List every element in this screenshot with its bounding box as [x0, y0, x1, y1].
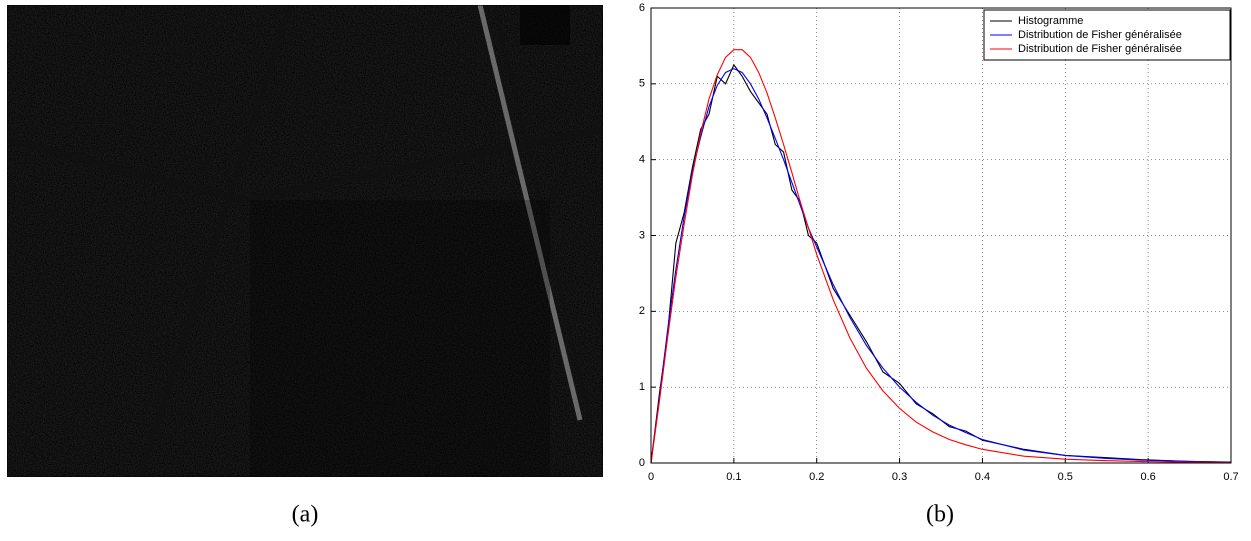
y-tick-label: 3 [639, 229, 645, 241]
caption: (a) [292, 502, 319, 528]
legend-label: Distribution de Fisher généralisée [1018, 43, 1182, 55]
y-tick-label: 1 [639, 381, 645, 393]
x-tick-label: 0.7 [1223, 471, 1238, 483]
legend-label: Histogramme [1018, 15, 1083, 27]
chart: 0 1 2 3 4 5 6 0 0.1 0.2 0.3 0.4 0.5 0.6 0.7 Histogramme… [639, 2, 1239, 483]
series-line [650, 68, 1232, 464]
y-tick-label: 6 [639, 2, 645, 14]
x-tick-label: 0.4 [975, 471, 990, 483]
x-tick-label: 0.2 [809, 471, 824, 483]
legend-label: Distribution de Fisher généralisée [1018, 29, 1182, 41]
x-tick-label: 0.1 [726, 471, 741, 483]
legend: Histogramme Distribution de Fisher généra… [983, 9, 1231, 61]
x-tick-label: 0.5 [1058, 471, 1073, 483]
series-line [650, 49, 1232, 464]
y-tick-label: 2 [639, 305, 645, 317]
y-tick-label: 0 [639, 457, 645, 469]
y-tick-label: 5 [639, 78, 645, 90]
x-tick-label: 0.6 [1140, 471, 1155, 483]
legend-box [983, 9, 1231, 61]
y-tick-label: 4 [639, 154, 645, 166]
plot-frame [650, 7, 1232, 464]
sar-image [7, 5, 603, 477]
x-tick-label: 0.3 [892, 471, 907, 483]
x-tick-label: 0 [648, 471, 654, 483]
caption: (b) [926, 502, 954, 528]
